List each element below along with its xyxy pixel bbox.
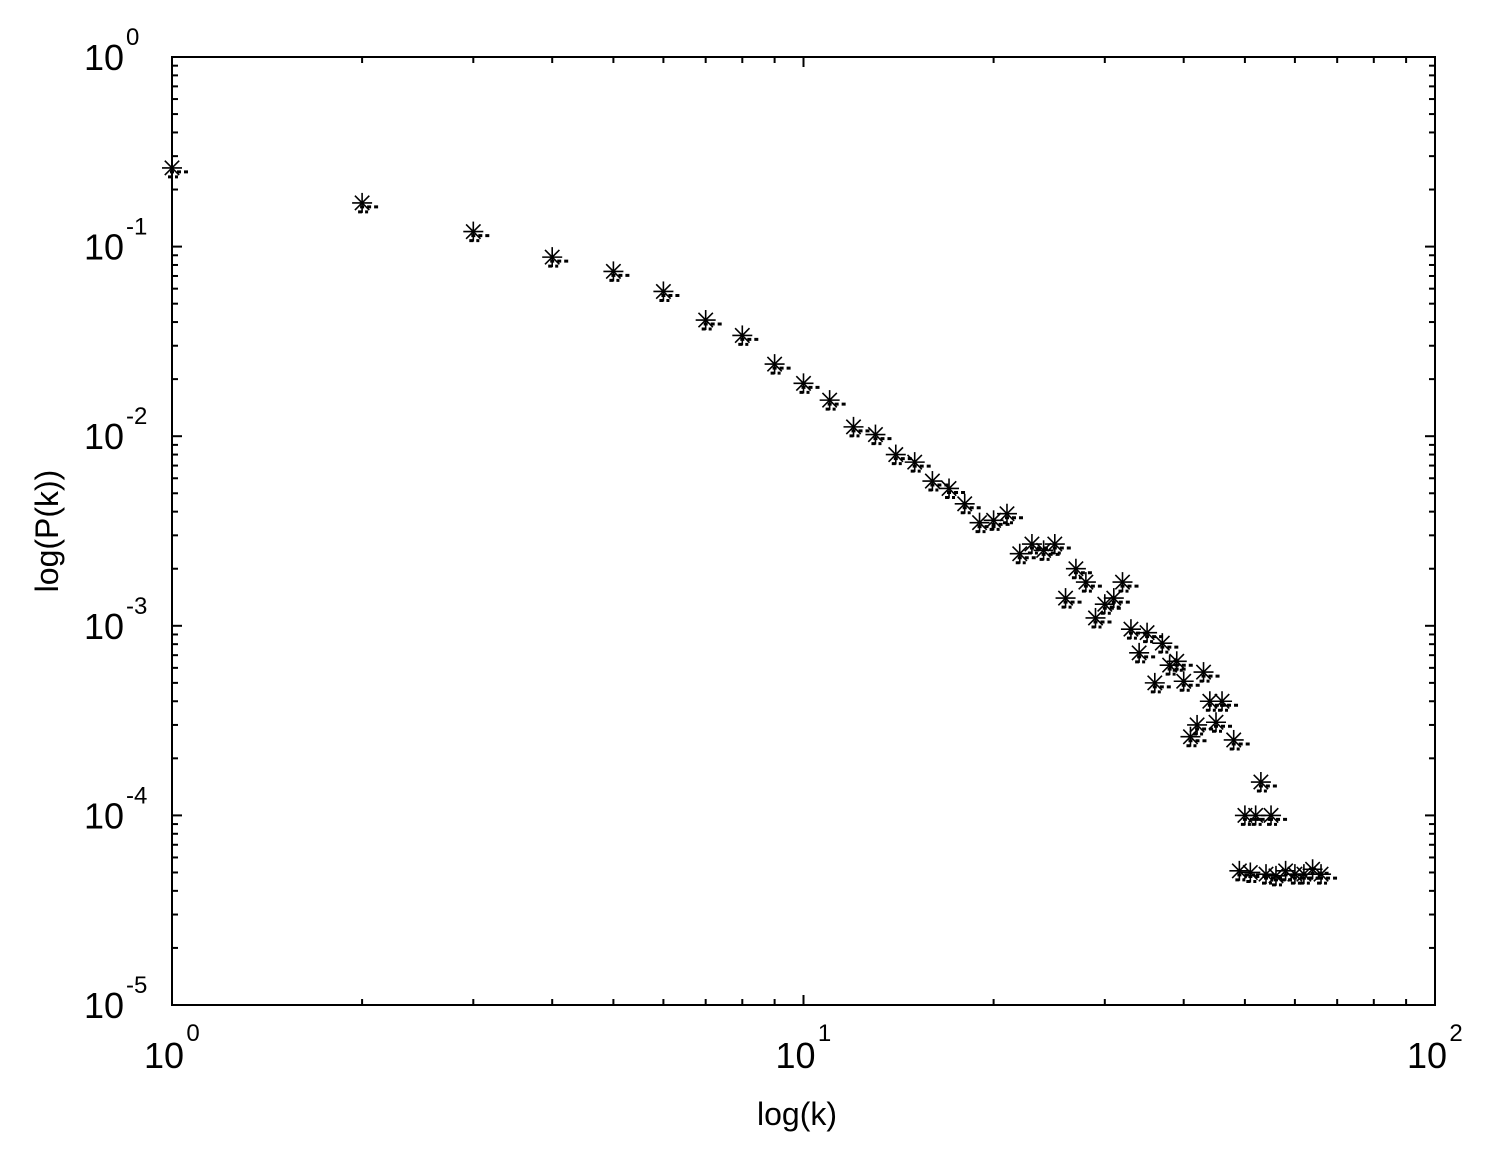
x-axis-label: log(k)	[757, 1096, 837, 1132]
y-tick-label: 10	[84, 227, 124, 268]
data-point	[865, 424, 892, 446]
y-tick-label-exponent: -4	[126, 782, 147, 809]
y-tick-label: 10	[84, 795, 124, 836]
y-tick-label-exponent: -2	[126, 403, 147, 430]
data-point	[1193, 662, 1220, 683]
y-tick-label-exponent: -1	[126, 214, 147, 241]
data-point	[1245, 805, 1272, 826]
data-point	[1152, 633, 1179, 654]
data-point	[1137, 622, 1164, 644]
points-layer	[162, 157, 1338, 887]
data-point	[732, 325, 759, 346]
data-point	[1206, 712, 1233, 733]
data-point	[1212, 691, 1239, 712]
data-point	[352, 192, 379, 214]
data-point	[885, 444, 912, 466]
data-point	[695, 310, 722, 331]
data-point	[1065, 558, 1092, 580]
data-point	[793, 373, 820, 394]
data-point	[1223, 729, 1250, 751]
data-point	[463, 221, 490, 243]
data-point	[954, 493, 981, 515]
data-point	[1129, 642, 1156, 664]
data-point	[1044, 534, 1071, 555]
data-point	[1250, 772, 1277, 793]
y-tick-label-exponent: -3	[126, 593, 147, 620]
data-point	[819, 390, 846, 411]
x-tick-label-exponent: 1	[818, 1020, 831, 1047]
data-point	[1144, 672, 1171, 694]
data-point	[1240, 862, 1267, 883]
data-point	[1166, 651, 1193, 672]
data-point	[1009, 543, 1036, 565]
data-point	[1234, 805, 1261, 826]
data-point	[653, 281, 680, 302]
data-point	[1085, 607, 1112, 629]
data-point	[1033, 540, 1060, 561]
ticks-layer	[171, 57, 1435, 1006]
data-point	[1075, 572, 1102, 593]
data-point	[1187, 714, 1214, 736]
data-point	[162, 157, 188, 179]
x-tick-label-exponent: 0	[186, 1020, 199, 1047]
data-point	[996, 503, 1023, 525]
y-tick-label-exponent: -5	[126, 972, 147, 999]
data-point	[1311, 864, 1338, 885]
data-point	[1180, 726, 1207, 748]
data-point	[1055, 588, 1082, 609]
y-tick-label: 10	[84, 606, 124, 647]
data-point	[939, 478, 966, 499]
data-point	[542, 247, 569, 268]
x-tick-label: 10	[775, 1035, 815, 1076]
data-point	[904, 452, 931, 473]
data-point	[1173, 671, 1200, 692]
y-tick-label: 10	[84, 985, 124, 1026]
data-point	[1103, 588, 1130, 609]
data-point	[1112, 572, 1139, 593]
y-tick-label: 10	[84, 416, 124, 457]
y-tick-label-exponent: 0	[126, 24, 139, 51]
data-point	[843, 416, 870, 438]
data-point	[603, 261, 630, 282]
y-tick-label: 10	[84, 37, 124, 78]
y-axis-label: log(P(k))	[29, 470, 65, 593]
x-tick-label: 10	[144, 1035, 184, 1076]
x-tick-label: 10	[1407, 1035, 1447, 1076]
data-point	[1261, 805, 1288, 826]
data-point	[764, 354, 791, 375]
x-tick-label-exponent: 2	[1449, 1020, 1462, 1047]
